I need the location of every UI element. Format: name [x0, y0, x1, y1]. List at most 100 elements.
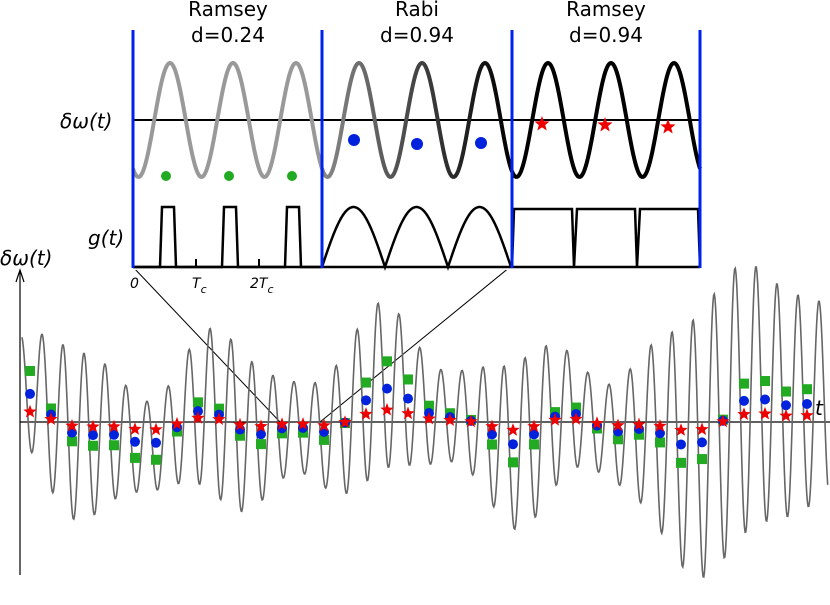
- star-marker: [569, 412, 583, 425]
- star-marker: [590, 416, 604, 429]
- star-marker: [359, 407, 373, 420]
- circle-marker: [109, 429, 119, 440]
- square-marker: [46, 403, 56, 414]
- square-marker: [529, 439, 539, 450]
- star-marker: [632, 417, 646, 431]
- star-marker: [401, 406, 415, 420]
- circle-marker: [88, 430, 98, 441]
- star-marker: [233, 417, 247, 431]
- rabi-pulses: [320, 205, 513, 271]
- square-marker: [235, 430, 245, 441]
- square-marker: [130, 452, 140, 463]
- square-marker: [781, 386, 791, 397]
- green-dot: [287, 171, 297, 181]
- square-marker: [403, 374, 413, 385]
- bottom-axis-label: g(t): [88, 226, 124, 250]
- circle-marker: [508, 439, 518, 450]
- star-marker: [653, 419, 667, 432]
- star-marker: [86, 419, 100, 433]
- star-marker: [548, 413, 562, 426]
- circle-marker: [529, 429, 539, 440]
- square-marker: [361, 377, 371, 388]
- time-tick: 0: [130, 276, 139, 292]
- star-marker: [65, 418, 79, 432]
- time-tick: Tc: [192, 276, 207, 296]
- square-marker: [571, 402, 581, 413]
- star-marker: [422, 411, 436, 425]
- star-marker: [338, 415, 352, 428]
- square-marker: [760, 376, 770, 387]
- star-marker: [275, 417, 289, 430]
- inset: δω(t) g(t) 0 Tc 2Tc Ramsey d=0.24 Rabi d…: [60, 0, 702, 296]
- star-marker: [317, 418, 331, 432]
- circle-marker: [697, 437, 707, 448]
- star-marker: [191, 411, 205, 424]
- blue-dot: [475, 137, 487, 149]
- ramsey-pulses: [133, 205, 322, 269]
- panel-label: d=0.94: [569, 23, 643, 47]
- waveform: [320, 60, 514, 179]
- circle-marker: [67, 427, 77, 438]
- green-dot: [224, 171, 234, 181]
- square-marker: [697, 454, 707, 465]
- panel-method: Rabi: [395, 0, 439, 21]
- star-marker: [695, 422, 709, 436]
- star-marker: [611, 418, 625, 432]
- star-marker: [737, 407, 751, 420]
- panel-label: d=0.94: [380, 23, 454, 47]
- star-marker: [23, 404, 37, 418]
- square-marker: [88, 440, 98, 451]
- star-marker: [716, 414, 730, 428]
- circle-marker: [760, 394, 770, 405]
- square-marker: [802, 384, 812, 395]
- star-marker: [170, 416, 184, 430]
- square-marker: [67, 436, 77, 447]
- circle-marker: [151, 437, 161, 448]
- star-marker: [527, 419, 541, 433]
- square-marker: [613, 434, 623, 445]
- square-marker: [655, 437, 665, 448]
- red-star: [597, 117, 613, 132]
- circle-marker: [655, 428, 665, 439]
- square-marker: [109, 440, 119, 451]
- star-marker: [254, 419, 268, 433]
- zoom-line: [319, 266, 511, 423]
- star-marker: [485, 419, 499, 433]
- circle-marker: [676, 439, 686, 450]
- waveform: [131, 60, 324, 179]
- green-dot: [161, 171, 171, 181]
- ramsey-pulses-long: [510, 207, 702, 268]
- star-marker: [44, 412, 58, 425]
- red-star: [534, 116, 550, 131]
- circle-marker: [403, 393, 413, 404]
- circle-marker: [130, 436, 140, 447]
- square-marker: [424, 400, 434, 411]
- square-marker: [193, 397, 203, 408]
- square-marker: [634, 429, 644, 440]
- circle-marker: [739, 395, 749, 406]
- square-marker: [277, 428, 287, 439]
- circle-marker: [382, 383, 392, 394]
- star-marker: [296, 417, 310, 430]
- star-marker: [149, 422, 163, 436]
- star-marker: [758, 406, 772, 420]
- circle-marker: [802, 398, 812, 409]
- square-marker: [382, 356, 392, 367]
- main-plot: δω(t) t: [0, 246, 830, 579]
- square-marker: [676, 457, 686, 468]
- circle-marker: [25, 388, 35, 399]
- waveform: [510, 60, 702, 179]
- square-marker: [487, 439, 497, 450]
- star-marker: [212, 412, 226, 425]
- circle-marker: [256, 429, 266, 440]
- star-marker: [674, 423, 688, 436]
- y-arrow: [15, 268, 25, 283]
- square-marker: [25, 365, 35, 376]
- star-marker: [380, 402, 394, 416]
- panel-label: d=0.24: [191, 23, 265, 47]
- star-marker: [506, 423, 520, 436]
- x-axis-label: t: [815, 396, 824, 420]
- blue-dot: [348, 134, 360, 146]
- square-marker: [214, 403, 224, 414]
- star-marker: [128, 422, 142, 435]
